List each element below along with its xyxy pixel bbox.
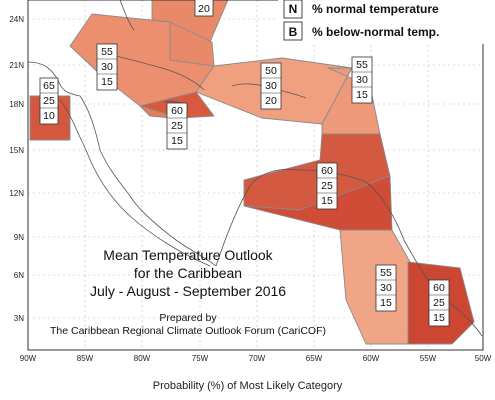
lon-label: 55W	[420, 354, 437, 363]
box-value: 30	[356, 74, 368, 86]
prepared-by: Prepared by	[159, 312, 217, 324]
central-america-coast	[59, 99, 211, 267]
value-box-trinidad: 60 25 15	[316, 162, 338, 210]
box-value: 15	[171, 135, 183, 147]
lon-label: 80W	[134, 354, 151, 363]
value-box-cuba: 55 30 15	[96, 43, 118, 91]
box-value: 20	[265, 95, 277, 107]
title-line-3: July - August - September 2016	[90, 283, 286, 299]
forum-name: The Caribbean Regional Climate Outlook F…	[50, 325, 326, 337]
lon-axis: 90W 85W 80W 75W 70W 65W 60W 55W 50W	[20, 354, 492, 363]
lon-label: 60W	[363, 354, 380, 363]
legend: N % normal temperature B % below-normal …	[278, 0, 488, 44]
map-frame	[27, 0, 484, 351]
lat-label: 3N	[14, 314, 24, 323]
florida-outline	[119, 0, 135, 31]
lat-axis: 24N 21N 18N 15N 12N 9N 6N 3N	[9, 15, 24, 323]
lon-label: 65W	[306, 354, 323, 363]
box-value: 25	[171, 120, 183, 132]
legend-label-normal: % normal temperature	[312, 2, 439, 16]
lat-label: 18N	[9, 100, 24, 109]
box-value: 60	[171, 105, 183, 117]
value-box-lesser-antilles: 55 30 15	[351, 56, 373, 104]
box-value: 50	[265, 65, 277, 77]
value-box-hispaniola: 50 30 20	[260, 62, 282, 110]
lon-label: 85W	[77, 354, 94, 363]
value-box-belize: 65 25 10	[39, 77, 59, 125]
box-value: 15	[433, 312, 445, 324]
box-value: 25	[321, 180, 333, 192]
box-value: 15	[380, 297, 392, 309]
box-value: 55	[356, 59, 368, 71]
value-box-guyana: 55 30 15	[375, 264, 397, 312]
lat-label: 21N	[9, 61, 24, 70]
box-value: 15	[321, 195, 333, 207]
legend-key-normal: N	[289, 2, 298, 16]
map-title-block: Mean Temperature Outlook for the Caribbe…	[50, 247, 326, 337]
lat-label: 12N	[9, 189, 24, 198]
box-value: 20	[198, 3, 210, 15]
box-value: 55	[380, 267, 392, 279]
lon-label: 70W	[249, 354, 266, 363]
box-value: 15	[101, 76, 113, 88]
value-box-suriname: 60 25 15	[428, 279, 450, 327]
lon-label: 50W	[475, 354, 492, 363]
box-value: 30	[265, 80, 277, 92]
title-line-1: Mean Temperature Outlook	[103, 247, 273, 263]
lat-label: 24N	[9, 15, 24, 24]
box-value: 60	[321, 165, 333, 177]
box-value: 30	[101, 61, 113, 73]
legend-key-below: B	[289, 25, 298, 39]
value-box-jamaica: 60 25 15	[166, 102, 188, 150]
lon-label: 90W	[20, 354, 37, 363]
box-value: 25	[433, 297, 445, 309]
box-value: 60	[433, 282, 445, 294]
lon-label: 75W	[192, 354, 209, 363]
lat-label: 15N	[9, 146, 24, 155]
value-box-bahamas: 20	[194, 0, 214, 17]
lat-label: 6N	[14, 271, 24, 280]
box-value: 15	[356, 89, 368, 101]
box-value: 25	[43, 95, 55, 107]
lat-label: 9N	[14, 233, 24, 242]
region-venezuela	[243, 175, 393, 231]
box-value: 30	[380, 282, 392, 294]
title-line-2: for the Caribbean	[134, 265, 242, 281]
box-value: 55	[101, 46, 113, 58]
box-value: 10	[43, 110, 55, 122]
map-footer: Probability (%) of Most Likely Category	[152, 380, 343, 392]
legend-label-below: % below-normal temp.	[312, 25, 439, 39]
box-value: 65	[43, 80, 55, 92]
